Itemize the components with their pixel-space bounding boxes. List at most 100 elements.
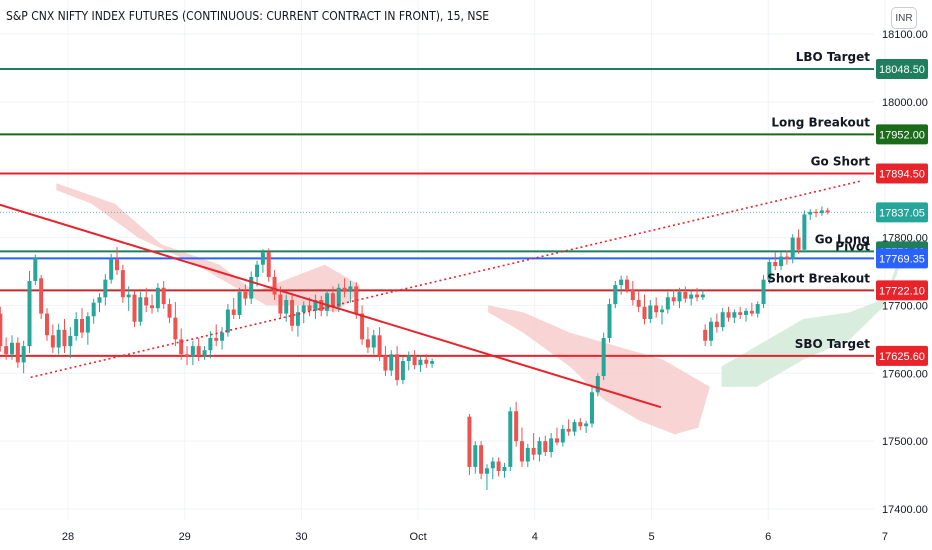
last-price-price-tag bbox=[876, 202, 928, 223]
candle-body bbox=[365, 339, 370, 348]
price-tick-label: 18100.00 bbox=[882, 29, 928, 41]
level-label: LBO Target bbox=[796, 50, 871, 64]
candle-body bbox=[179, 339, 184, 355]
time-tick-label: Oct bbox=[410, 531, 427, 543]
candle-body bbox=[161, 287, 166, 305]
candle-body bbox=[689, 294, 694, 299]
level-label: Long Breakout bbox=[771, 115, 870, 129]
candle-body bbox=[383, 355, 388, 371]
time-tick-label: 29 bbox=[179, 531, 191, 543]
candle-body bbox=[519, 441, 524, 462]
candle-body bbox=[578, 422, 583, 427]
candle-body bbox=[560, 428, 565, 443]
candle-body bbox=[784, 256, 789, 260]
candle-body bbox=[531, 447, 536, 455]
candle-body bbox=[301, 305, 306, 313]
horizontal-levels bbox=[0, 67, 874, 357]
candle-body bbox=[196, 346, 201, 356]
currency-button[interactable]: INR bbox=[891, 7, 917, 29]
candle-body bbox=[307, 305, 312, 311]
candle-body bbox=[412, 355, 417, 366]
time-tick-label: 5 bbox=[648, 531, 654, 543]
candle-body bbox=[185, 354, 190, 357]
candle-body bbox=[808, 211, 813, 215]
candle-body bbox=[814, 211, 819, 214]
candle-body bbox=[284, 300, 289, 314]
candle-body bbox=[543, 441, 548, 452]
candle-body bbox=[566, 428, 571, 432]
candle-body bbox=[62, 329, 67, 347]
candle-body bbox=[4, 346, 9, 355]
candle-body bbox=[700, 294, 705, 298]
candle-body bbox=[802, 214, 807, 250]
candle-body bbox=[44, 313, 49, 336]
candle-body bbox=[790, 237, 795, 260]
time-tick-label: 6 bbox=[765, 531, 771, 543]
candle-body bbox=[50, 335, 55, 348]
candle-body bbox=[418, 359, 423, 366]
cloud-band bbox=[56, 183, 909, 435]
candle-body bbox=[738, 312, 743, 315]
candle-body bbox=[430, 361, 435, 364]
candle-body bbox=[525, 447, 530, 462]
candle-body bbox=[642, 306, 647, 319]
candle-body bbox=[554, 438, 559, 443]
candle-body bbox=[395, 354, 400, 381]
cloud-area bbox=[488, 305, 710, 435]
candle-body bbox=[595, 376, 600, 393]
level-labels: LBO Target 18048.50 Long Breakout 17952.00 G… bbox=[767, 50, 928, 366]
candle-body bbox=[683, 291, 688, 299]
candle-body bbox=[231, 309, 236, 315]
candle-body bbox=[214, 338, 219, 341]
candle-body bbox=[636, 300, 641, 307]
candle-body bbox=[406, 355, 411, 362]
pivot-price-tag-text: 17769.35 bbox=[879, 253, 925, 265]
candle-body bbox=[720, 312, 725, 328]
candle-body bbox=[330, 293, 335, 307]
candle-body bbox=[150, 305, 155, 309]
candle-body bbox=[190, 346, 195, 357]
candle-body bbox=[695, 294, 700, 298]
candle-body bbox=[348, 286, 353, 292]
candle-body bbox=[15, 342, 20, 363]
cloud-area bbox=[56, 183, 360, 313]
candle-body bbox=[220, 332, 225, 341]
candle-body bbox=[665, 297, 670, 310]
candle-body bbox=[173, 317, 178, 340]
price-tick-label: 17700.00 bbox=[882, 300, 928, 312]
time-axis[interactable]: 28 29 30 Oct 4 5 6 7 bbox=[62, 531, 888, 543]
descending-trendline bbox=[0, 203, 662, 409]
candle-body bbox=[496, 461, 501, 471]
candle-body bbox=[249, 276, 254, 299]
candle-body bbox=[278, 294, 283, 314]
candle-body bbox=[584, 423, 589, 427]
go-short-price-tag bbox=[876, 163, 928, 184]
price-axis[interactable]: 17400.0017500.0017600.0017700.0017800.00… bbox=[882, 29, 928, 516]
candle-body bbox=[21, 346, 26, 363]
candle-body bbox=[660, 309, 665, 313]
candle-body bbox=[467, 416, 472, 467]
candle-body bbox=[654, 305, 659, 313]
candle-body bbox=[502, 466, 507, 471]
candle-body bbox=[473, 445, 478, 467]
candle-body bbox=[80, 319, 85, 333]
candle-body bbox=[138, 297, 143, 322]
candle-body bbox=[744, 310, 749, 315]
candle-body bbox=[202, 350, 207, 356]
candle-body bbox=[779, 256, 784, 267]
candle-body bbox=[272, 276, 277, 295]
long-breakout-price-tag-text: 17952.00 bbox=[879, 129, 925, 141]
candle-body bbox=[490, 461, 495, 469]
candle-body bbox=[126, 294, 131, 298]
go-short-price-tag-text: 17894.50 bbox=[879, 168, 925, 180]
lbo-target-price-tag-text: 18048.50 bbox=[879, 64, 925, 76]
candle-body bbox=[549, 438, 554, 452]
candle-body bbox=[97, 297, 102, 303]
cloud-area bbox=[721, 244, 909, 387]
candle-body bbox=[589, 392, 594, 424]
candle-body bbox=[319, 300, 324, 311]
candle-body bbox=[377, 335, 382, 356]
candle-body bbox=[671, 297, 676, 302]
grid bbox=[0, 0, 886, 520]
